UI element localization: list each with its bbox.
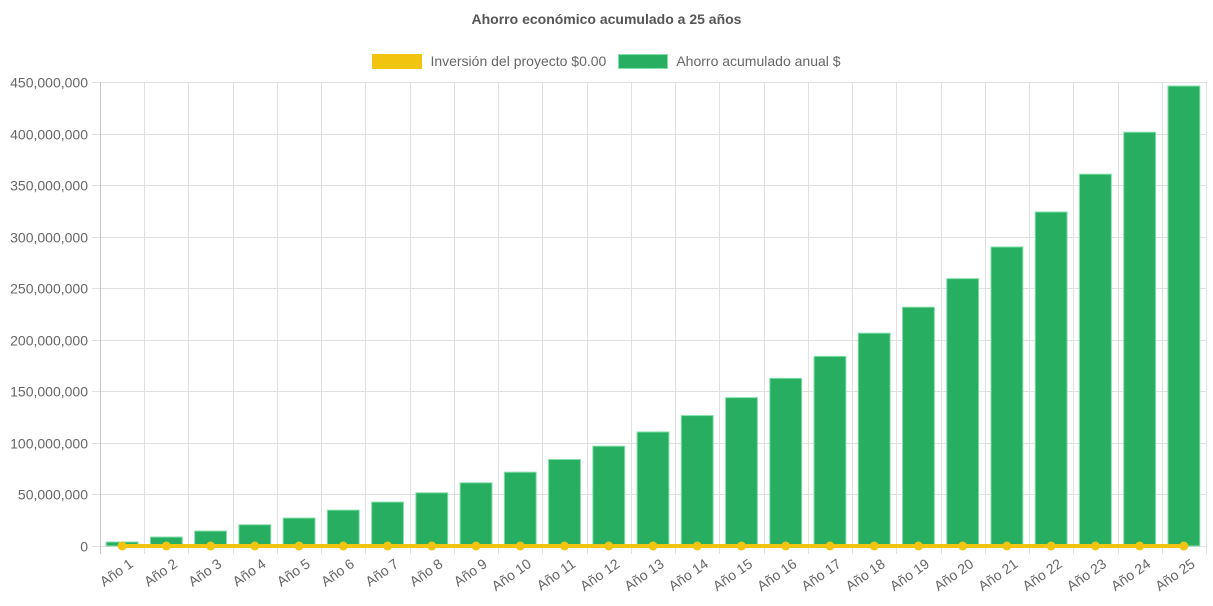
x-tick-label: Año 16 bbox=[754, 555, 800, 594]
point-investment bbox=[117, 541, 127, 551]
legend-label-investment: Inversión del proyecto $0.00 bbox=[430, 53, 607, 69]
point-investment bbox=[825, 541, 835, 551]
x-tick-label: Año 20 bbox=[931, 555, 977, 594]
y-tick-label: 0 bbox=[80, 539, 88, 555]
x-tick-label: Año 24 bbox=[1108, 555, 1154, 594]
y-tick-label: 250,000,000 bbox=[10, 281, 88, 297]
x-tick-label: Año 5 bbox=[274, 555, 313, 589]
x-tick-label: Año 21 bbox=[975, 555, 1021, 594]
bar-savings bbox=[503, 471, 537, 547]
y-tick-label: 300,000,000 bbox=[10, 230, 88, 246]
x-tick-label: Año 14 bbox=[665, 555, 711, 594]
legend-item-savings[interactable]: Ahorro acumulado anual $ bbox=[618, 53, 841, 69]
point-investment bbox=[958, 541, 968, 551]
bar-savings bbox=[902, 306, 935, 547]
y-tick-label: 100,000,000 bbox=[10, 436, 88, 452]
point-investment bbox=[161, 541, 171, 551]
point-investment bbox=[781, 541, 791, 551]
y-tick-label: 200,000,000 bbox=[10, 333, 88, 349]
x-tick-label: Año 18 bbox=[842, 555, 888, 594]
legend-swatch-savings bbox=[618, 53, 669, 69]
point-investment bbox=[294, 541, 304, 551]
x-tick-label: Año 19 bbox=[887, 555, 933, 594]
chart-title: Ahorro económico acumulado a 25 años bbox=[471, 11, 742, 27]
x-tick-label: Año 11 bbox=[534, 555, 579, 593]
point-investment bbox=[913, 541, 923, 551]
point-investment bbox=[648, 541, 658, 551]
x-tick-label: Año 22 bbox=[1019, 555, 1065, 594]
bar-savings bbox=[326, 509, 360, 547]
x-tick-label: Año 7 bbox=[362, 555, 401, 589]
x-tick-label: Año 12 bbox=[577, 555, 623, 594]
bar-savings bbox=[680, 415, 714, 547]
point-investment bbox=[869, 541, 879, 551]
legend-item-investment[interactable]: Inversión del proyecto $0.00 bbox=[372, 53, 606, 69]
bar-savings bbox=[1034, 211, 1068, 547]
bar-savings bbox=[813, 355, 847, 547]
x-tick-label: Año 17 bbox=[798, 555, 844, 594]
point-investment bbox=[250, 541, 260, 551]
bar-savings bbox=[459, 482, 493, 547]
bar-savings bbox=[725, 397, 758, 547]
x-tick-label: Año 9 bbox=[451, 555, 490, 589]
point-investment bbox=[206, 541, 216, 551]
bar-savings bbox=[990, 246, 1024, 547]
x-tick-label: Año 6 bbox=[318, 555, 357, 589]
bar-savings bbox=[415, 492, 449, 547]
bar-savings bbox=[636, 431, 670, 547]
point-investment bbox=[1179, 541, 1189, 551]
bar-savings bbox=[769, 377, 803, 547]
x-tick-label: Año 1 bbox=[97, 555, 136, 589]
bar-savings bbox=[946, 278, 980, 547]
legend-label-savings: Ahorro acumulado anual $ bbox=[676, 53, 841, 69]
point-investment bbox=[560, 541, 570, 551]
x-tick-label: Año 25 bbox=[1152, 555, 1198, 594]
point-investment bbox=[383, 541, 393, 551]
point-investment bbox=[1090, 541, 1100, 551]
y-tick-label: 350,000,000 bbox=[10, 178, 88, 194]
point-investment bbox=[515, 541, 525, 551]
y-tick-label: 400,000,000 bbox=[10, 127, 88, 143]
point-investment bbox=[1002, 541, 1012, 551]
point-investment bbox=[1135, 541, 1145, 551]
bar-savings bbox=[857, 332, 891, 547]
point-investment bbox=[736, 541, 746, 551]
bar-savings bbox=[1078, 173, 1112, 547]
x-tick-label: Año 23 bbox=[1064, 555, 1110, 594]
point-investment bbox=[604, 541, 614, 551]
x-tick-label: Año 3 bbox=[185, 555, 224, 589]
bar-savings bbox=[592, 445, 626, 547]
x-tick-label: Año 13 bbox=[621, 555, 667, 594]
y-tick-label: 50,000,000 bbox=[18, 487, 88, 503]
legend-swatch-investment bbox=[372, 53, 423, 69]
point-investment bbox=[692, 541, 702, 551]
x-tick-label: Año 10 bbox=[488, 555, 534, 594]
x-tick-label: Año 2 bbox=[141, 555, 180, 589]
legend: Inversión del proyecto $0.00 Ahorro acum… bbox=[0, 53, 1213, 69]
bar-savings bbox=[282, 517, 316, 547]
point-investment bbox=[471, 541, 481, 551]
bar-savings bbox=[1167, 85, 1201, 547]
x-tick-label: Año 15 bbox=[710, 555, 756, 594]
point-investment bbox=[338, 541, 348, 551]
point-investment bbox=[427, 541, 437, 551]
bar-savings bbox=[1123, 131, 1157, 547]
y-tick-label: 150,000,000 bbox=[10, 384, 88, 400]
point-investment bbox=[1046, 541, 1056, 551]
x-tick-label: Año 8 bbox=[406, 555, 445, 589]
bar-savings bbox=[548, 458, 581, 547]
bar-savings bbox=[371, 501, 404, 547]
x-tick-label: Año 4 bbox=[229, 555, 268, 589]
y-tick-label: 450,000,000 bbox=[10, 75, 88, 91]
